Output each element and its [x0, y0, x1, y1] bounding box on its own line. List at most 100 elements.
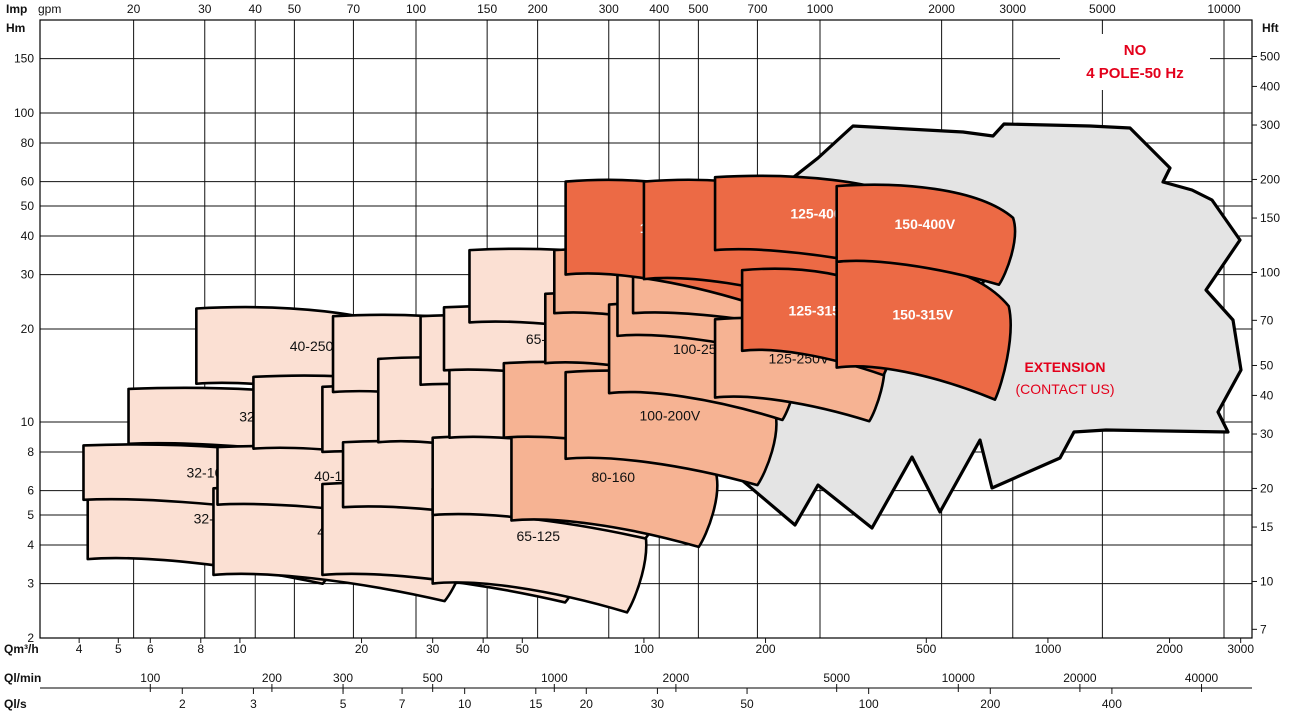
x-main-tick-100: 100 [634, 642, 654, 656]
y-left-tick-80: 80 [21, 136, 35, 150]
region-label-150-315V: 150-315V [892, 307, 953, 323]
x-top-unit: gpm [38, 2, 61, 16]
x-ls-tick-2: 2 [179, 697, 186, 711]
region-label-40-250: 40-250 [290, 338, 334, 354]
region-label-65-125: 65-125 [517, 528, 561, 544]
y-right-tick-20: 20 [1260, 481, 1274, 495]
y-right-tick-500: 500 [1260, 49, 1280, 63]
y-left-tick-3: 3 [27, 577, 34, 591]
x-lmin-tick-20000: 20000 [1063, 671, 1097, 685]
region-shape-150-400V [835, 183, 1017, 286]
y-right-tick-150: 150 [1260, 211, 1280, 225]
corner-note-line-1: NO [1124, 42, 1147, 59]
pump-regions: 32-12532-16032-20040-12540-16040-25032-2… [82, 174, 1017, 614]
x-top-tick-2000: 2000 [928, 2, 955, 16]
x-main-tick-2000: 2000 [1156, 642, 1183, 656]
y-right-label: Hft [1262, 21, 1279, 35]
y-left-tick-40: 40 [21, 229, 35, 243]
x-ls-tick-3: 3 [250, 697, 257, 711]
y-left-tick-2: 2 [27, 631, 34, 645]
y-left-tick-30: 30 [21, 268, 35, 282]
x-top-tick-1000: 1000 [807, 2, 834, 16]
x-ls-tick-20: 20 [580, 697, 594, 711]
corner-note-line-2: 4 POLE-50 Hz [1086, 65, 1184, 82]
region-label-125-315V: 125-315V [789, 302, 850, 318]
y-right-tick-400: 400 [1260, 79, 1280, 93]
y-left-tick-60: 60 [21, 175, 35, 189]
y-right-tick-70: 70 [1260, 313, 1274, 327]
x-lmin-tick-500: 500 [423, 671, 443, 685]
x-main-tick-1000: 1000 [1035, 642, 1062, 656]
x-lmin-tick-200: 200 [262, 671, 282, 685]
y-left-label: Hm [6, 21, 25, 35]
x-main-tick-3000: 3000 [1227, 642, 1254, 656]
x-ls-tick-7: 7 [399, 697, 406, 711]
x-top-tick-150: 150 [477, 2, 497, 16]
x-lmin-tick-300: 300 [333, 671, 353, 685]
x-ls-tick-50: 50 [740, 697, 754, 711]
x-main-tick-6: 6 [147, 642, 154, 656]
x-ls-tick-5: 5 [340, 697, 347, 711]
x-ls-tick-200: 200 [980, 697, 1000, 711]
x-main-tick-500: 500 [916, 642, 936, 656]
y-left-tick-20: 20 [21, 322, 35, 336]
tick-labels: 2 3 4 5 6 8 10 20 30 40 50 60 80 100 150 7 10 15 20 30 40 50 7… [14, 2, 1280, 711]
x-main-tick-4: 4 [76, 642, 83, 656]
x-top-label: Imp [6, 2, 27, 16]
y-right-tick-30: 30 [1260, 427, 1274, 441]
y-right-tick-100: 100 [1260, 265, 1280, 279]
x-main-tick-40: 40 [476, 642, 490, 656]
region-150-400V: 150-400V [835, 183, 1017, 286]
y-left-tick-10: 10 [21, 415, 35, 429]
axes: Hm Hft Imp gpm Qm³/h Ql/min Ql/s 2 3 4 5 6 8 1… [4, 2, 1280, 711]
x-lmin-tick-2000: 2000 [663, 671, 690, 685]
x-top-tick-40: 40 [249, 2, 263, 16]
x-top-tick-3000: 3000 [999, 2, 1026, 16]
y-left-tick-5: 5 [27, 508, 34, 522]
extension-title: EXTENSION [1025, 359, 1106, 375]
x-top-tick-30: 30 [198, 2, 212, 16]
x-ls-tick-15: 15 [529, 697, 543, 711]
y-left-tick-4: 4 [27, 538, 34, 552]
x-top-tick-700: 700 [747, 2, 767, 16]
y-right-tick-200: 200 [1260, 172, 1280, 186]
x-main-label: Qm³/h [4, 642, 39, 656]
y-left-tick-6: 6 [27, 484, 34, 498]
x-lmin-label: Ql/min [4, 671, 41, 685]
x-main-tick-5: 5 [115, 642, 122, 656]
extension-subtitle: (CONTACT US) [1015, 381, 1114, 397]
x-top-tick-500: 500 [688, 2, 708, 16]
y-right-tick-40: 40 [1260, 388, 1274, 402]
y-right-tick-50: 50 [1260, 358, 1274, 372]
x-main-tick-8: 8 [197, 642, 204, 656]
x-ls-tick-10: 10 [458, 697, 472, 711]
x-main-tick-20: 20 [355, 642, 369, 656]
x-top-tick-10000: 10000 [1207, 2, 1241, 16]
x-ls-label: Ql/s [4, 697, 27, 711]
y-right-tick-15: 15 [1260, 520, 1274, 534]
x-top-tick-20: 20 [127, 2, 141, 16]
x-main-tick-10: 10 [233, 642, 247, 656]
region-label-100-200V: 100-200V [639, 408, 700, 424]
x-lmin-tick-1000: 1000 [541, 671, 568, 685]
plot-frame [39, 19, 1253, 639]
y-left-tick-150: 150 [14, 52, 34, 66]
y-right-tick-10: 10 [1260, 574, 1274, 588]
region-label-80-160: 80-160 [591, 469, 635, 485]
x-lmin-tick-100: 100 [140, 671, 160, 685]
y-left-tick-8: 8 [27, 445, 34, 459]
corner-note: NO 4 POLE-50 Hz [1060, 34, 1210, 90]
x-main-tick-200: 200 [756, 642, 776, 656]
x-top-tick-200: 200 [528, 2, 548, 16]
region-label-150-400V: 150-400V [895, 216, 956, 232]
x-ls-tick-100: 100 [859, 697, 879, 711]
x-ls-tick-400: 400 [1102, 697, 1122, 711]
x-lmin-tick-5000: 5000 [823, 671, 850, 685]
x-ls-tick-30: 30 [651, 697, 665, 711]
x-top-tick-100: 100 [406, 2, 426, 16]
y-right-tick-7: 7 [1260, 622, 1267, 636]
x-top-tick-300: 300 [599, 2, 619, 16]
x-top-tick-70: 70 [347, 2, 361, 16]
y-left-tick-100: 100 [14, 106, 34, 120]
